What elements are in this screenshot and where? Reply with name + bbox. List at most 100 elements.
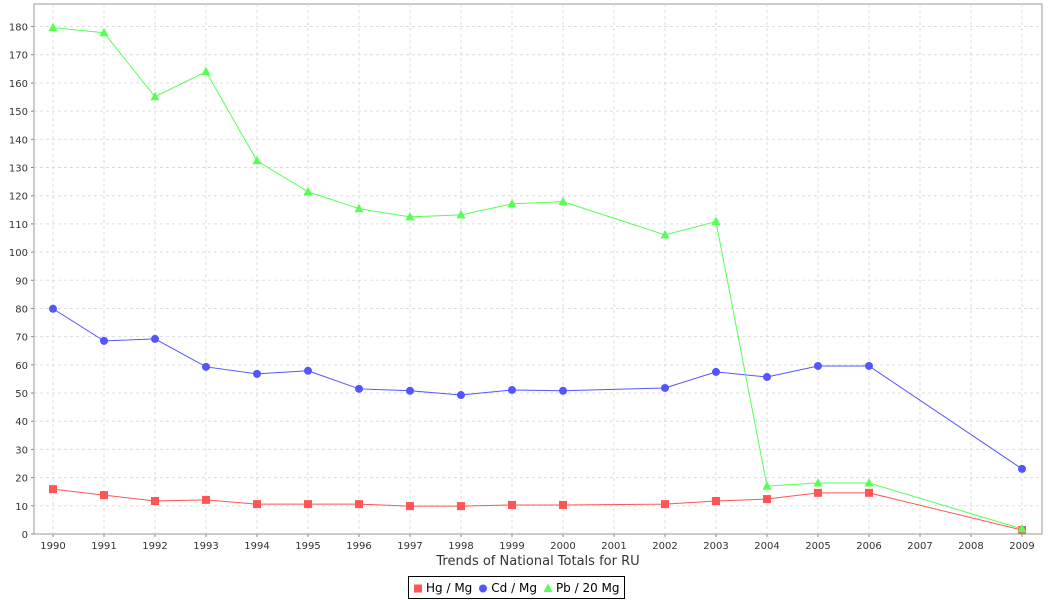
- data-point: [303, 186, 313, 196]
- x-tick-label: 2009: [1009, 541, 1034, 552]
- legend-item: Pb / 20 Mg: [543, 581, 620, 595]
- x-tick-label: 1995: [295, 541, 320, 552]
- data-point: [253, 369, 261, 378]
- triangle-marker: [543, 583, 553, 592]
- data-point: [507, 198, 517, 208]
- data-point: [508, 500, 516, 509]
- legend: Hg / Mg Cd / Mg Pb / 20 Mg: [408, 576, 625, 599]
- x-tick-label: 2004: [754, 541, 779, 552]
- circle-marker-icon: [479, 584, 488, 592]
- y-tick-label: 40: [15, 417, 28, 428]
- data-point: [151, 497, 159, 506]
- legend-label: Hg / Mg: [426, 580, 473, 595]
- x-tick-label: 1998: [448, 541, 473, 552]
- y-tick-label: 10: [15, 502, 28, 513]
- y-tick-label: 80: [15, 304, 28, 315]
- data-point: [304, 500, 312, 509]
- y-tick-label: 130: [9, 164, 28, 175]
- legend-label: Cd / Mg: [491, 580, 537, 595]
- data-point: [661, 500, 669, 509]
- data-point: [865, 488, 873, 497]
- x-tick-label: 2006: [856, 541, 881, 552]
- data-point: [763, 372, 771, 381]
- x-tick-label: 2002: [652, 541, 677, 552]
- data-point: [355, 500, 363, 509]
- data-point: [559, 500, 567, 509]
- data-point: [252, 155, 262, 165]
- y-tick-label: 180: [9, 23, 28, 34]
- x-tick-label: 2003: [703, 541, 728, 552]
- y-tick-label: 120: [9, 192, 28, 203]
- data-point: [49, 485, 57, 494]
- data-point: [762, 481, 772, 490]
- x-tick-label: 1991: [91, 541, 116, 552]
- data-point: [202, 495, 210, 504]
- data-point: [354, 203, 364, 213]
- y-tick-label: 70: [15, 333, 28, 344]
- data-point: [406, 502, 414, 511]
- legend-label: Pb / 20 Mg: [555, 580, 620, 595]
- data-point: [253, 500, 261, 509]
- data-point: [406, 386, 414, 395]
- data-point: [712, 497, 720, 506]
- y-tick-label: 60: [15, 361, 28, 372]
- x-tick-label: 2007: [907, 541, 932, 552]
- legend-item: Cd / Mg: [478, 581, 537, 595]
- data-point: [661, 383, 669, 392]
- y-tick-label: 150: [9, 107, 28, 118]
- y-tick-label: 140: [9, 135, 28, 146]
- x-tick-label: 1996: [346, 541, 371, 552]
- x-tick-label: 1994: [244, 541, 269, 552]
- data-point: [712, 367, 720, 376]
- x-tick-label: 1993: [193, 541, 218, 552]
- data-point: [49, 304, 57, 313]
- data-point: [559, 386, 567, 395]
- data-point: [100, 336, 108, 345]
- y-tick-label: 30: [15, 445, 28, 456]
- data-point: [355, 384, 363, 393]
- x-tick-label: 1990: [40, 541, 65, 552]
- y-tick-label: 90: [15, 276, 28, 287]
- x-tick-label: 1999: [499, 541, 524, 552]
- x-tick-label: 2001: [601, 541, 626, 552]
- data-point: [711, 216, 721, 226]
- plot-area: [33, 3, 1043, 535]
- data-point: [814, 361, 822, 370]
- data-point: [558, 196, 568, 206]
- square-marker-icon: [414, 584, 422, 592]
- x-tick-label: 2008: [958, 541, 983, 552]
- data-point: [456, 209, 466, 219]
- data-point: [813, 477, 823, 487]
- data-point: [865, 361, 873, 370]
- legend-item: Hg / Mg: [413, 581, 472, 595]
- series-triangle: [48, 22, 1027, 533]
- y-tick-label: 100: [9, 248, 28, 259]
- data-point: [405, 211, 415, 221]
- x-tick-label: 1992: [142, 541, 167, 552]
- y-tick-label: 20: [15, 474, 28, 485]
- data-point: [457, 502, 465, 511]
- data-point: [150, 91, 160, 101]
- series-circle: [49, 304, 1026, 473]
- data-point: [99, 27, 109, 37]
- data-point: [660, 229, 670, 239]
- data-point: [763, 495, 771, 504]
- y-tick-label: 50: [15, 389, 28, 400]
- y-tick-label: 170: [9, 51, 28, 62]
- data-point: [1018, 464, 1026, 473]
- x-tick-label: 2000: [550, 541, 575, 552]
- data-point: [304, 366, 312, 375]
- triangle-marker-icon: [543, 583, 553, 592]
- x-tick-label: 1997: [397, 541, 422, 552]
- data-point: [151, 334, 159, 343]
- square-marker: [414, 584, 422, 592]
- x-tick-label: 2005: [805, 541, 830, 552]
- y-tick-label: 0: [22, 530, 28, 541]
- data-point: [1017, 523, 1027, 533]
- data-point: [508, 385, 516, 394]
- circle-marker: [479, 584, 488, 592]
- data-point: [202, 362, 210, 371]
- data-point: [814, 488, 822, 497]
- data-point: [100, 491, 108, 500]
